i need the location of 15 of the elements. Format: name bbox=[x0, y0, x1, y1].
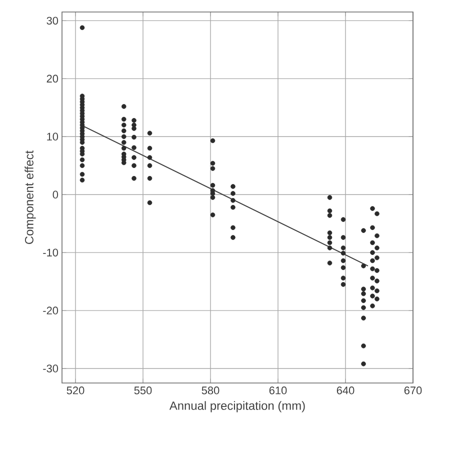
y-tick-label: 30 bbox=[46, 16, 58, 25]
y-axis-title: Component effect bbox=[24, 150, 36, 244]
x-axis-title: Annual precipitation (mm) bbox=[169, 401, 305, 412]
x-tick-label: 640 bbox=[336, 386, 354, 394]
y-tick-label: -10 bbox=[43, 248, 58, 256]
x-tick-label: 520 bbox=[66, 386, 84, 394]
x-tick-label: 550 bbox=[134, 386, 152, 394]
y-tick-label: -30 bbox=[43, 364, 58, 372]
y-tick-label: 0 bbox=[52, 190, 58, 198]
y-tick-label: 20 bbox=[46, 74, 58, 83]
y-tick-label: -20 bbox=[43, 306, 58, 314]
y-tick-label: 10 bbox=[47, 132, 58, 141]
x-tick-label: 610 bbox=[269, 386, 287, 394]
x-tick-label: 670 bbox=[404, 386, 422, 394]
x-tick-label: 580 bbox=[202, 386, 220, 394]
